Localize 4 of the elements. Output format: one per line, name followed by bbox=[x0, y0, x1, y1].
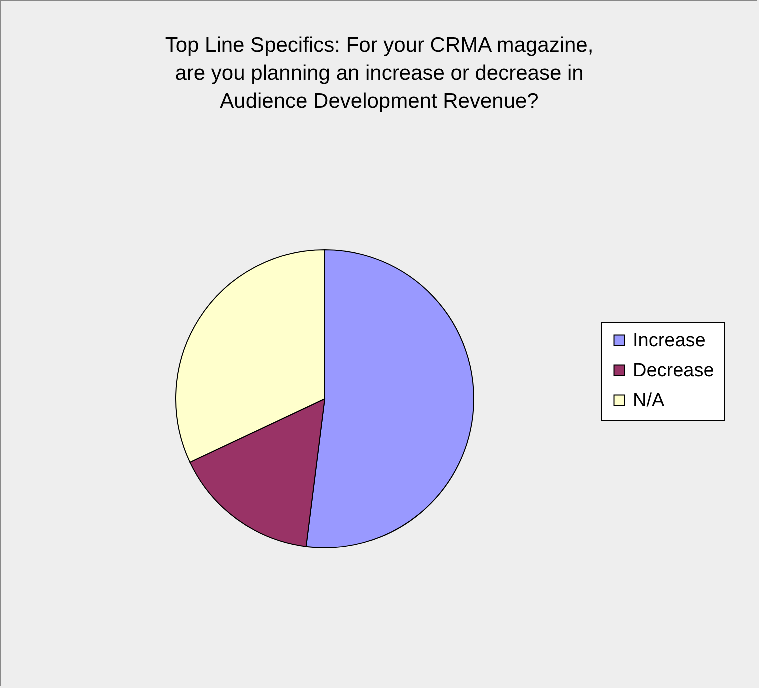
legend-label: Increase bbox=[633, 330, 706, 352]
legend-label: N/A bbox=[633, 390, 665, 412]
chart-title: Top Line Specifics: For your CRMA magazine, are you planning an increase or decrease in Audience Development Revenue? bbox=[165, 34, 594, 113]
legend-label: Decrease bbox=[633, 360, 714, 382]
